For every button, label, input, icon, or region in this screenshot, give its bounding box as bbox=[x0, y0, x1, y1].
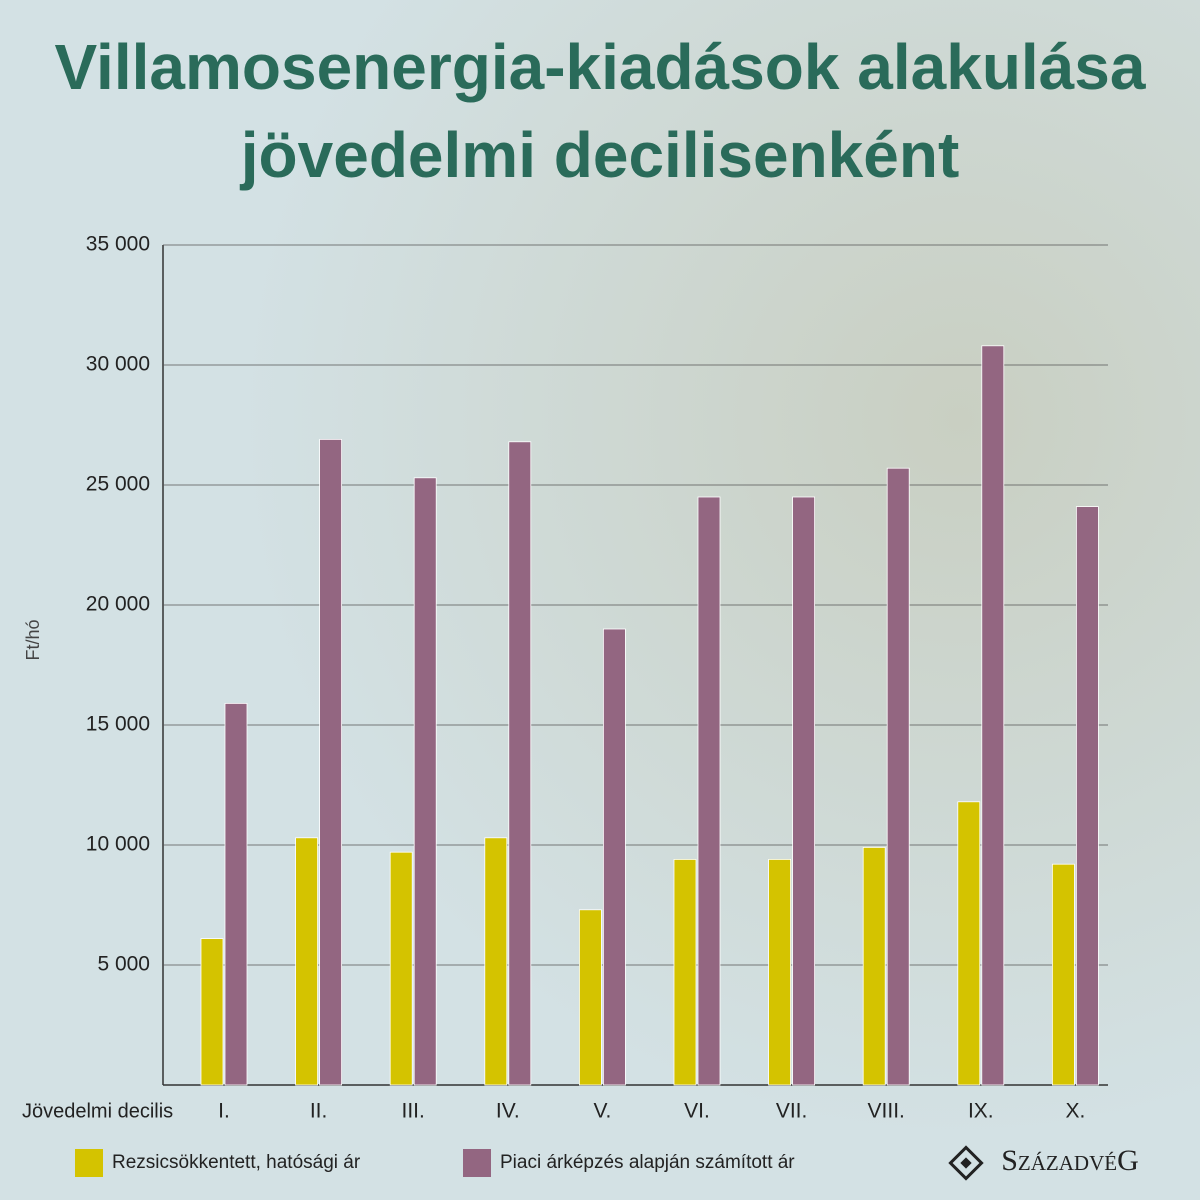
bar bbox=[224, 703, 248, 1086]
chart-title: Villamosenergia-kiadások alakulása bbox=[55, 31, 1146, 103]
bar bbox=[389, 851, 413, 1086]
bar bbox=[319, 438, 343, 1086]
bar bbox=[484, 837, 508, 1086]
bar bbox=[768, 859, 791, 1086]
legend-swatch bbox=[463, 1149, 491, 1177]
legend-label: Piaci árképzés alapján számított ár bbox=[500, 1152, 795, 1173]
bar bbox=[413, 477, 437, 1086]
bar bbox=[862, 847, 886, 1086]
x-tick-label: X. bbox=[1065, 1100, 1085, 1123]
y-tick-label: 25 000 bbox=[86, 473, 150, 496]
bar bbox=[1076, 506, 1099, 1086]
x-tick-label: IX. bbox=[968, 1100, 994, 1123]
bar bbox=[981, 345, 1005, 1086]
bar bbox=[1052, 863, 1075, 1086]
y-axis-label: Ft/hó bbox=[23, 619, 43, 660]
x-tick-label: VI. bbox=[684, 1100, 710, 1123]
legend-swatch bbox=[75, 1149, 103, 1177]
y-tick-label: 35 000 bbox=[86, 233, 150, 256]
bar bbox=[508, 441, 532, 1086]
bar bbox=[579, 909, 602, 1086]
y-tick-label: 5 000 bbox=[97, 953, 150, 976]
x-axis-label: Jövedelmi decilis bbox=[22, 1100, 173, 1122]
chart-title: jövedelmi decilisenként bbox=[240, 119, 960, 191]
bar bbox=[697, 496, 721, 1086]
y-tick-label: 15 000 bbox=[86, 713, 150, 736]
bar bbox=[957, 801, 981, 1086]
bar bbox=[295, 837, 319, 1086]
x-tick-label: IV. bbox=[496, 1100, 520, 1123]
x-tick-label: VII. bbox=[776, 1100, 808, 1123]
y-tick-label: 30 000 bbox=[86, 353, 150, 376]
y-tick-label: 20 000 bbox=[86, 593, 150, 616]
bar bbox=[673, 859, 697, 1086]
x-tick-label: III. bbox=[402, 1100, 425, 1123]
x-tick-label: VIII. bbox=[868, 1100, 905, 1123]
legend-label: Rezsicsökkentett, hatósági ár bbox=[112, 1152, 361, 1173]
bar bbox=[886, 467, 910, 1086]
logo: SzázadvéG bbox=[1001, 1144, 1139, 1177]
x-tick-label: I. bbox=[218, 1100, 230, 1123]
x-tick-label: V. bbox=[593, 1100, 611, 1123]
x-tick-label: II. bbox=[310, 1100, 328, 1123]
bar bbox=[603, 628, 626, 1086]
bar bbox=[200, 938, 224, 1086]
logo-icon bbox=[948, 1145, 984, 1181]
bar bbox=[792, 496, 815, 1086]
y-tick-label: 10 000 bbox=[86, 833, 150, 856]
